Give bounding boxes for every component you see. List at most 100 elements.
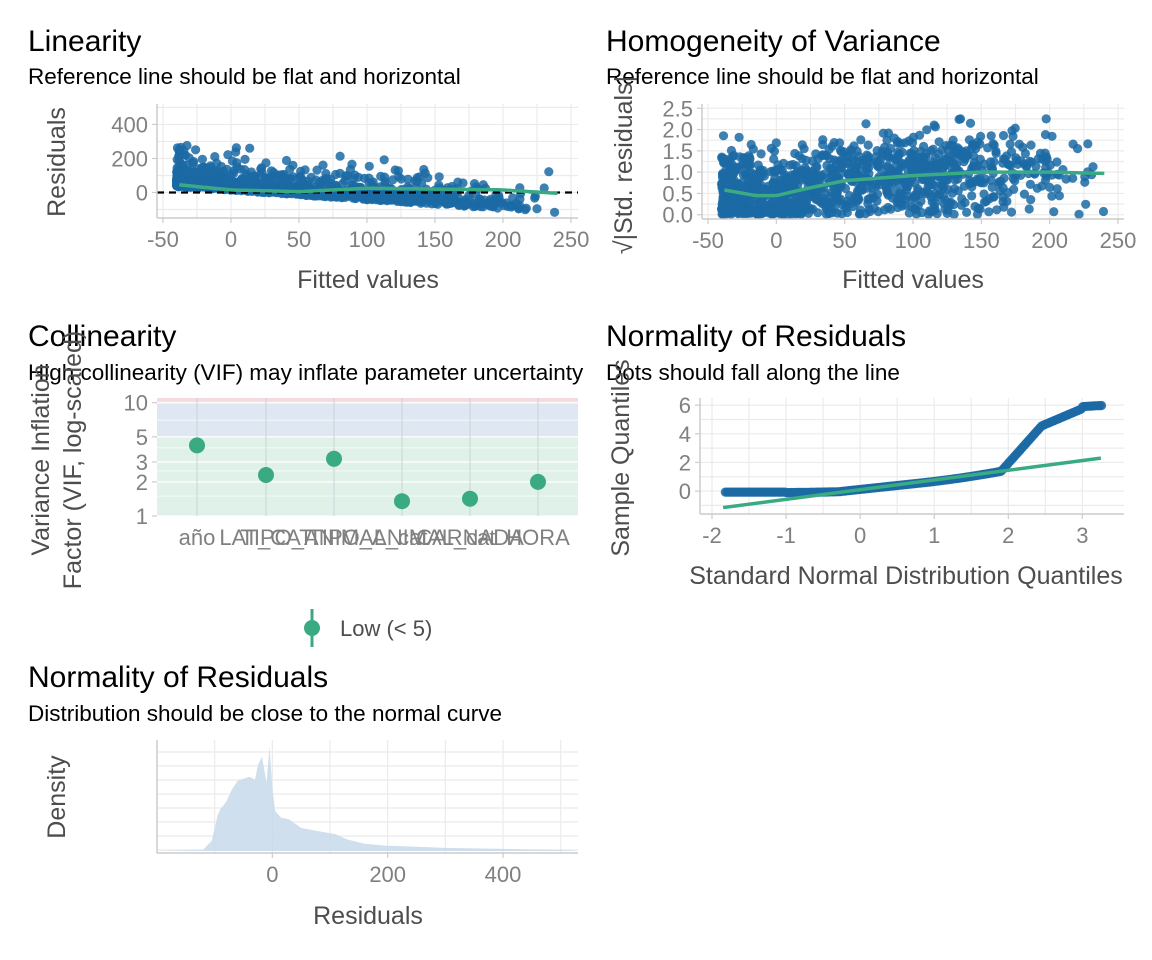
linearity-point bbox=[489, 200, 499, 210]
linearity-point bbox=[184, 153, 194, 163]
homogeneity-point bbox=[923, 209, 934, 219]
homogeneity-point bbox=[811, 162, 821, 172]
homogeneity-point bbox=[962, 207, 972, 217]
density-xtick-label-1: 200 bbox=[369, 862, 406, 887]
collinearity-ytick-label-0: 1 bbox=[136, 504, 148, 529]
linearity-points bbox=[172, 140, 560, 217]
collinearity-xtick-label-5: HORA bbox=[506, 525, 570, 550]
collinearity-point-4 bbox=[462, 490, 478, 507]
homogeneity-point bbox=[919, 159, 929, 169]
homogeneity-point bbox=[792, 208, 803, 218]
linearity-point bbox=[223, 150, 233, 160]
homogeneity-point bbox=[843, 150, 853, 161]
qq-ytick-label-0: 0 bbox=[679, 479, 691, 504]
homogeneity-point bbox=[746, 139, 756, 150]
linearity-ytick-label-1: 200 bbox=[111, 146, 148, 171]
collinearity-ytick-label-4: 10 bbox=[124, 391, 148, 416]
linearity-ytick-label-0: 0 bbox=[136, 180, 148, 205]
collinearity-point-5 bbox=[530, 473, 546, 490]
homogeneity-point bbox=[727, 160, 737, 170]
linearity-point bbox=[264, 175, 274, 186]
homogeneity-point bbox=[960, 198, 970, 208]
homogeneity-point bbox=[797, 140, 807, 150]
qq-xtick-label-1: -1 bbox=[776, 523, 796, 548]
homogeneity-subtitle: Reference line should be flat and horizo… bbox=[606, 64, 1039, 89]
homogeneity-point bbox=[904, 155, 914, 165]
linearity-point bbox=[434, 172, 444, 182]
homogeneity-point bbox=[804, 168, 815, 178]
qq-xtick-label-4: 2 bbox=[1002, 523, 1014, 548]
homogeneity-point bbox=[909, 192, 920, 202]
homogeneity-point bbox=[1007, 126, 1017, 136]
linearity-point bbox=[245, 143, 255, 153]
homogeneity-point bbox=[986, 131, 996, 141]
homogeneity-point bbox=[958, 147, 968, 157]
qq-ytick-label-3: 6 bbox=[679, 393, 691, 418]
legend-key-dot bbox=[304, 620, 320, 636]
homogeneity-plot: -50 0 50 100 150 200 250 0.00.51.01.52.02.5 bbox=[662, 96, 1136, 253]
linearity-point bbox=[475, 194, 485, 204]
homogeneity-point bbox=[836, 194, 846, 204]
collinearity-ylabel-line-2: Factor (VIF, log-scaled) bbox=[59, 331, 87, 589]
homogeneity-point bbox=[933, 149, 944, 159]
homogeneity-ytick-label-5: 2.5 bbox=[662, 96, 693, 121]
linearity-xlabel: Fitted values bbox=[297, 266, 439, 294]
homogeneity-point bbox=[943, 145, 953, 155]
linearity-point bbox=[237, 173, 247, 183]
homogeneity-point bbox=[987, 182, 997, 192]
linearity-point bbox=[442, 191, 452, 201]
linearity-subtitle: Reference line should be flat and horizo… bbox=[28, 64, 461, 89]
homogeneity-ytick-label-0: 0.0 bbox=[662, 203, 693, 228]
homogeneity-point bbox=[989, 157, 999, 167]
homogeneity-point bbox=[818, 150, 828, 160]
homogeneity-point bbox=[745, 179, 755, 189]
homogeneity-point bbox=[964, 135, 975, 145]
linearity-point bbox=[179, 175, 189, 185]
collinearity-ylabel-line-1: Variance Inflation bbox=[27, 364, 55, 555]
homogeneity-smooth-line bbox=[724, 170, 1105, 198]
homogeneity-point bbox=[948, 135, 958, 145]
homogeneity-point bbox=[942, 208, 952, 218]
density-ylabel: Density bbox=[43, 755, 71, 839]
density-plot: 0 200 400 bbox=[156, 740, 578, 887]
homogeneity-ytick-label-2: 1.0 bbox=[662, 160, 693, 185]
homogeneity-point bbox=[863, 140, 873, 150]
linearity-point bbox=[300, 165, 310, 175]
homogeneity-ytick-label-1: 0.5 bbox=[662, 181, 693, 206]
homogeneity-point bbox=[1006, 207, 1017, 217]
homogeneity-point bbox=[1052, 184, 1062, 194]
linearity-ytick-label-2: 400 bbox=[111, 112, 148, 137]
homogeneity-point bbox=[872, 189, 883, 199]
linearity-point bbox=[364, 193, 374, 203]
homogeneity-point bbox=[770, 173, 780, 183]
linearity-point bbox=[494, 193, 504, 203]
linearity-title: Linearity bbox=[28, 25, 141, 58]
homogeneity-point bbox=[758, 165, 768, 176]
homogeneity-xtick-label-1: 0 bbox=[770, 228, 782, 253]
linearity-point bbox=[359, 173, 369, 183]
homogeneity-point bbox=[738, 200, 748, 210]
homogeneity-point bbox=[718, 210, 728, 220]
homogeneity-point bbox=[906, 202, 917, 212]
homogeneity-point bbox=[891, 155, 901, 165]
homogeneity-point bbox=[828, 197, 838, 207]
homogeneity-point bbox=[913, 184, 923, 194]
homogeneity-point bbox=[835, 138, 845, 148]
density-xlabel: Residuals bbox=[313, 902, 423, 930]
homogeneity-point bbox=[1008, 174, 1018, 184]
homogeneity-point bbox=[882, 185, 892, 195]
linearity-plot: -50 0 50 100 150 200 250 0 200 400 bbox=[111, 104, 589, 252]
homogeneity-xlabel: Fitted values bbox=[842, 266, 984, 294]
homogeneity-point bbox=[969, 177, 979, 187]
linearity-point bbox=[320, 177, 330, 187]
homogeneity-point bbox=[1045, 182, 1055, 192]
homogeneity-point bbox=[856, 166, 867, 176]
homogeneity-point bbox=[738, 170, 749, 180]
linearity-xtick-label-3: 100 bbox=[349, 227, 386, 252]
homogeneity-point bbox=[786, 198, 796, 208]
homogeneity-point bbox=[853, 194, 863, 204]
linearity-point bbox=[229, 178, 240, 188]
homogeneity-point bbox=[717, 153, 727, 163]
homogeneity-point bbox=[986, 175, 996, 185]
homogeneity-point bbox=[1049, 207, 1059, 217]
